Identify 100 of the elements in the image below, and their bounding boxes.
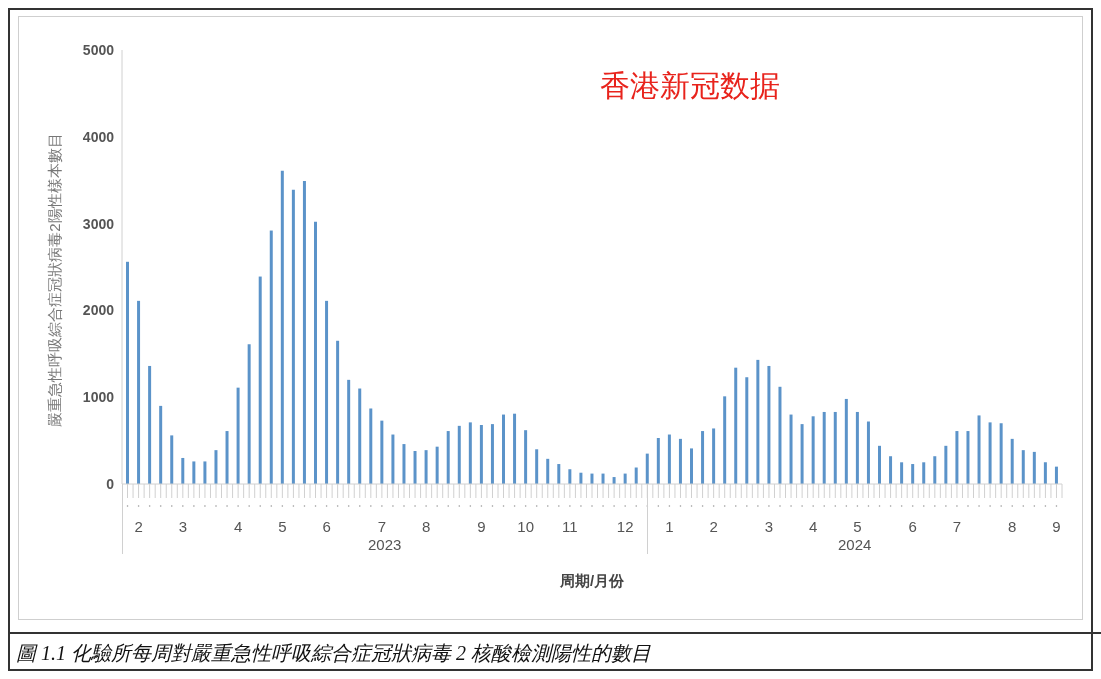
bar	[745, 377, 749, 484]
bar	[667, 434, 671, 484]
x-tick-label: 5	[278, 518, 287, 535]
bar	[291, 189, 295, 484]
x-tick-label: 5	[853, 518, 862, 535]
bar	[247, 344, 251, 484]
bar	[833, 411, 837, 484]
bar	[369, 408, 373, 484]
bar	[148, 365, 152, 484]
bar	[911, 464, 915, 484]
bar	[258, 276, 262, 484]
bar	[170, 435, 174, 484]
bar	[977, 415, 981, 484]
x-tick-label: 4	[233, 518, 243, 535]
bar	[269, 230, 273, 484]
bar	[126, 261, 129, 484]
bar	[535, 449, 539, 484]
bar	[302, 181, 306, 484]
bar	[678, 438, 682, 484]
bar	[502, 414, 505, 484]
bar	[479, 424, 483, 484]
bar	[181, 457, 185, 484]
x-axis-title: 周期/月份	[558, 572, 626, 591]
bar	[435, 446, 439, 484]
x-tick-label: 9	[477, 518, 486, 535]
bar	[1054, 466, 1058, 484]
y-tick-label: 2000	[82, 302, 115, 319]
bar	[203, 461, 207, 484]
bar	[922, 462, 926, 484]
x-tick-label: 6	[322, 518, 331, 535]
bar	[656, 438, 660, 484]
y-tick-label: 5000	[82, 41, 115, 58]
text: 2024	[836, 536, 873, 553]
y-tick-label: 4000	[82, 128, 115, 145]
bar	[568, 469, 572, 484]
bar	[878, 445, 881, 484]
bar	[645, 453, 649, 484]
bar	[988, 422, 992, 484]
bar	[734, 367, 738, 484]
x-tick-label: 3	[178, 518, 187, 535]
x-tick-label: 12	[616, 518, 634, 535]
bar	[214, 450, 218, 484]
bar	[225, 431, 229, 484]
x-tick-label: 6	[908, 518, 917, 535]
bar	[457, 425, 461, 484]
bar	[866, 421, 870, 484]
bar	[424, 450, 428, 484]
y-tick-label: 0	[106, 475, 115, 492]
bar	[634, 467, 638, 484]
x-tick-label: 7	[952, 518, 962, 535]
y-tick-label: 3000	[82, 215, 115, 232]
text: 2023	[366, 536, 403, 553]
bar	[701, 431, 705, 484]
bar	[336, 340, 340, 484]
bar	[347, 379, 351, 484]
bar	[690, 448, 693, 484]
bar	[280, 170, 284, 484]
x-tick-label: 2	[709, 518, 718, 535]
bar	[446, 431, 450, 484]
y-axis-title: 嚴重急性呼吸綜合症冠狀病毒2陽性樣本數目	[45, 132, 64, 429]
bar	[524, 430, 528, 484]
x-tick-label: 2	[134, 518, 143, 535]
x-tick-label: 9	[1052, 518, 1061, 535]
bar	[712, 428, 716, 484]
x-tick-label: 7	[377, 518, 387, 535]
bar	[855, 411, 859, 484]
bar	[557, 464, 561, 484]
bar	[955, 431, 959, 484]
bar	[236, 387, 240, 484]
bar	[789, 414, 793, 484]
bar	[314, 221, 317, 484]
bar	[380, 420, 384, 484]
bar	[490, 424, 494, 484]
bar	[1010, 438, 1014, 484]
y-tick-label: 1000	[82, 389, 115, 406]
bar	[889, 456, 893, 484]
x-tick-label: 4	[809, 518, 818, 535]
bar	[413, 451, 417, 484]
bar	[513, 413, 517, 484]
bar	[966, 431, 970, 484]
bar	[468, 422, 472, 484]
bar	[1032, 451, 1036, 484]
bar	[358, 388, 362, 484]
text: 香港新冠数据	[600, 68, 780, 104]
x-tick-label: 11	[562, 518, 578, 535]
bar	[767, 365, 771, 484]
bar	[391, 434, 395, 484]
x-tick-label: 8	[1008, 518, 1017, 535]
bar	[325, 300, 329, 484]
bar	[546, 458, 550, 484]
bar	[159, 405, 163, 484]
bar	[1043, 462, 1047, 484]
bar	[900, 462, 904, 484]
bar	[402, 444, 406, 484]
bar	[944, 445, 948, 484]
bar	[192, 461, 196, 484]
bar	[800, 424, 804, 484]
bar	[756, 359, 760, 484]
bar	[778, 386, 782, 484]
x-tick-label: 8	[421, 518, 431, 535]
